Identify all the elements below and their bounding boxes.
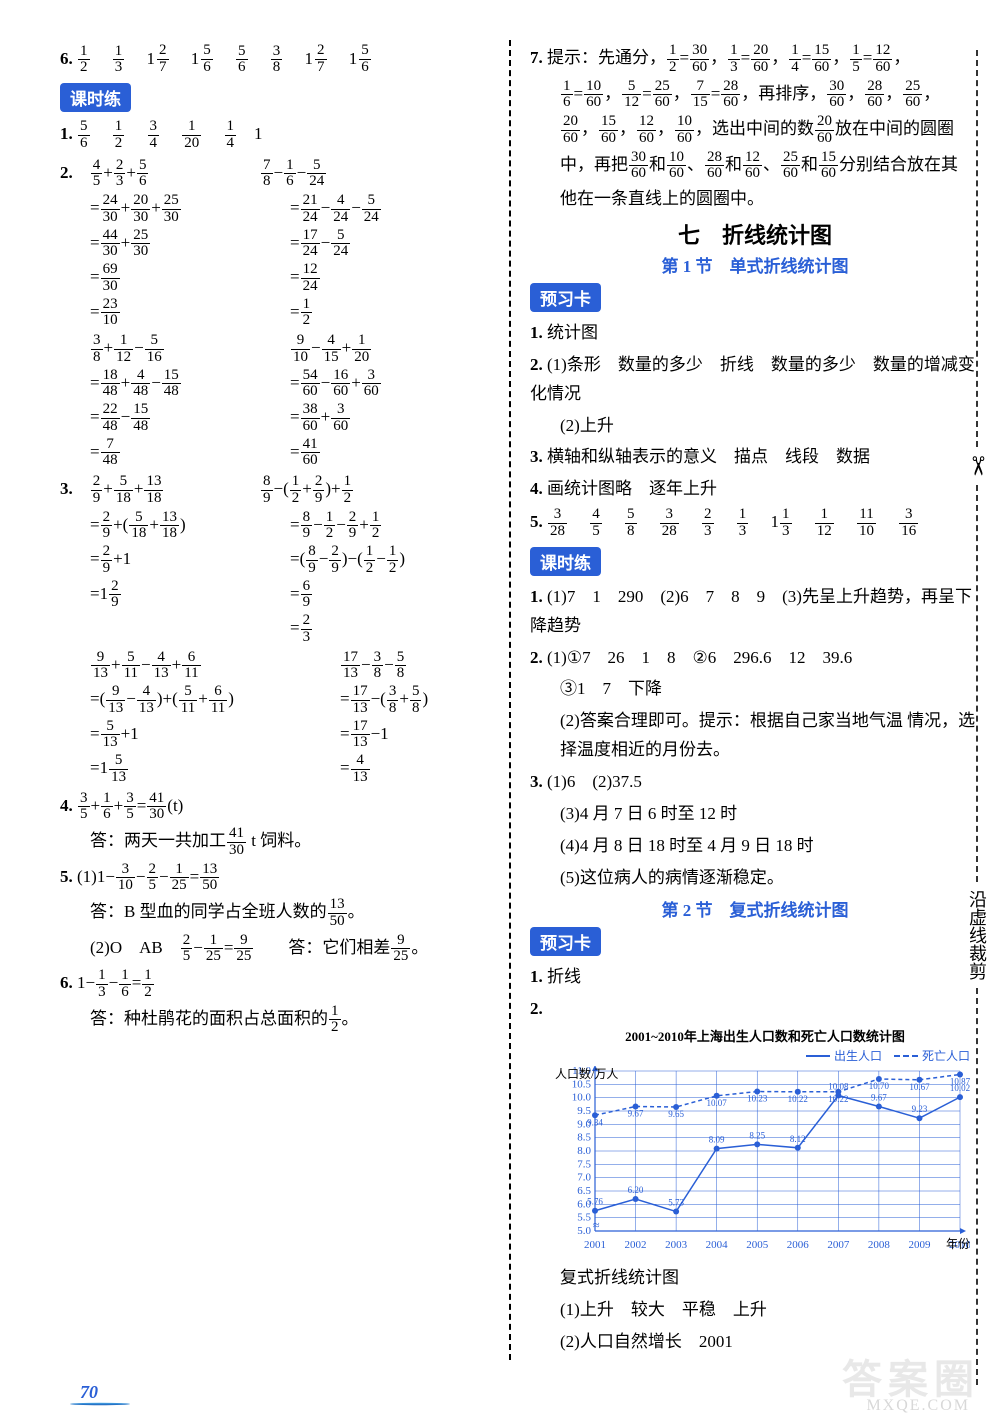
left-q4: 4. 35+16+35=4130(t)	[60, 791, 490, 824]
badge-preview-1: 预习卡	[530, 283, 601, 312]
svg-text:5.0: 5.0	[577, 1225, 591, 1237]
cut-line: ✂ 沿虚线裁剪	[962, 50, 992, 1385]
svg-text:8.12: 8.12	[790, 1134, 806, 1144]
column-divider	[509, 40, 511, 1360]
svg-text:2009: 2009	[908, 1239, 931, 1251]
watermark-sub: MXQE.COM	[866, 1397, 970, 1415]
left-q5-1-ans: 答：B 型血的同学占全班人数的1350。	[60, 897, 490, 930]
left-q6: 6. 12 13 127 156 56 38 127 156	[60, 43, 490, 76]
badge-lesson-left: 课时练	[60, 83, 131, 112]
svg-text:5.5: 5.5	[577, 1212, 591, 1224]
page-number: 70	[80, 1382, 98, 1403]
svg-text:6.20: 6.20	[628, 1185, 644, 1195]
left-q3-block2: 913+511−413+611 =(913−413)+(511+611) =51…	[60, 648, 490, 788]
svg-text:9.23: 9.23	[912, 1105, 928, 1115]
svg-text:2004: 2004	[706, 1239, 729, 1251]
svg-text:9.67: 9.67	[628, 1109, 644, 1119]
chart-legend: 出生人口 死亡人口	[550, 1047, 970, 1064]
left-q5-1: 5. (1)1−310−25−125=1350	[60, 862, 490, 895]
right-p5: 5. 328 45 58 328 23 13 113 112 1110 316	[530, 507, 980, 540]
svg-text:5.73: 5.73	[668, 1198, 684, 1208]
svg-text:9.5: 9.5	[577, 1105, 591, 1117]
svg-text:9.34: 9.34	[587, 1118, 603, 1128]
svg-text:7.5: 7.5	[577, 1159, 591, 1171]
svg-text:8.0: 8.0	[577, 1145, 591, 1157]
svg-text:2002: 2002	[625, 1239, 647, 1251]
left-q2-block1: 2. 45+23+56 =2430+2030+2530 =4430+2530 =…	[60, 155, 490, 332]
svg-text:5.76: 5.76	[587, 1197, 603, 1207]
section-1-title: 第 1 节 单式折线统计图	[530, 252, 980, 277]
right-q7: 7. 提示：先通分，12=3060，13=2060，14=1560，15=126…	[530, 43, 980, 76]
line-chart: 2001~2010年上海出生人口数和死亡人口数统计图 出生人口 死亡人口 5.0…	[550, 1026, 980, 1261]
svg-text:8.25: 8.25	[749, 1131, 765, 1141]
svg-text:2008: 2008	[868, 1239, 891, 1251]
chart-title: 2001~2010年上海出生人口数和死亡人口数统计图	[550, 1026, 980, 1045]
svg-text:8.09: 8.09	[709, 1135, 725, 1145]
svg-text:9.67: 9.67	[871, 1093, 887, 1103]
svg-text:9.65: 9.65	[668, 1109, 684, 1119]
chapter-title: 七 折线统计图	[530, 218, 980, 250]
side-text: 沿虚线裁剪	[964, 882, 990, 988]
right-column: 7. 提示：先通分，12=3060，13=2060，14=1560，15=126…	[530, 40, 980, 1360]
left-q6b-ans: 答：种杜鹃花的面积占总面积的12。	[60, 1004, 490, 1037]
svg-text:6.5: 6.5	[577, 1185, 591, 1197]
left-q2-block2: 38+112−516 =1848+448−1548 =2248−1548 =74…	[60, 331, 490, 471]
svg-text:2003: 2003	[665, 1239, 688, 1251]
scissor-icon: ✂	[962, 455, 992, 477]
chart-svg: 5.05.56.06.57.07.58.08.59.09.510.010.511…	[550, 1066, 970, 1256]
svg-text:10.23: 10.23	[747, 1094, 768, 1104]
svg-text:10.07: 10.07	[707, 1098, 728, 1108]
left-q4-ans: 答：两天一共加工4130 t 饲料。	[60, 826, 490, 859]
svg-text:≈: ≈	[593, 1218, 600, 1232]
svg-text:7.0: 7.0	[577, 1172, 591, 1184]
svg-text:人口数/万人: 人口数/万人	[555, 1066, 618, 1081]
svg-text:2007: 2007	[827, 1239, 850, 1251]
page-underline	[70, 1403, 130, 1405]
left-q5-2: (2)O AB 25−125=925 答：它们相差925。	[60, 933, 490, 966]
left-q6b: 6. 1−13−16=12	[60, 968, 490, 1001]
svg-text:10.0: 10.0	[572, 1092, 592, 1104]
svg-text:10.22: 10.22	[788, 1094, 808, 1104]
badge-preview-2: 预习卡	[530, 927, 601, 956]
badge-lesson-right: 课时练	[530, 547, 601, 576]
svg-text:2001: 2001	[584, 1239, 606, 1251]
left-column: 6. 12 13 127 156 56 38 127 156 课时练 1. 56…	[60, 40, 490, 1360]
left-lesson-q1: 1. 56 12 34 120 14 1	[60, 119, 490, 152]
svg-text:2005: 2005	[746, 1239, 769, 1251]
svg-text:10.70: 10.70	[869, 1081, 890, 1091]
svg-text:2006: 2006	[787, 1239, 810, 1251]
left-q3-block1: 3. 29+518+1318 =29+(518+1318) =29+1 =129…	[60, 471, 490, 648]
svg-text:8.5: 8.5	[577, 1132, 591, 1144]
svg-text:10.08: 10.08	[828, 1082, 849, 1092]
section-2-title: 第 2 节 复式折线统计图	[530, 896, 980, 921]
svg-text:10.67: 10.67	[909, 1082, 930, 1092]
